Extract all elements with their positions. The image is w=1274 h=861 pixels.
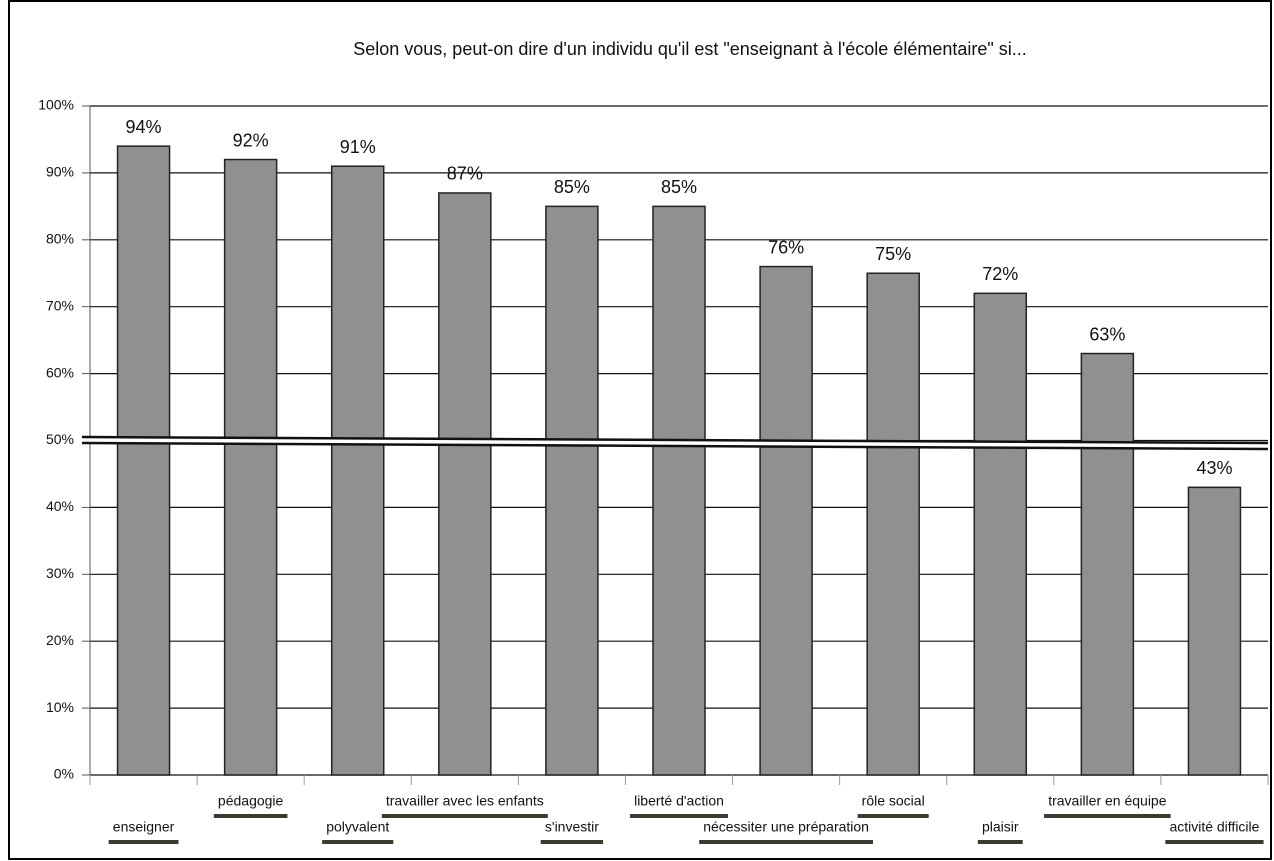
- label-underline: [322, 840, 394, 844]
- value-label: 72%: [982, 264, 1018, 284]
- value-label: 75%: [875, 244, 911, 264]
- x-tick-label: liberté d'action: [634, 793, 724, 809]
- label-underline: [540, 840, 604, 844]
- y-tick-label: 30%: [46, 565, 74, 581]
- y-tick-label: 100%: [38, 97, 74, 113]
- bar: [1187, 486, 1242, 776]
- y-tick-label: 20%: [46, 632, 74, 648]
- value-label: 92%: [233, 130, 269, 150]
- bar: [330, 165, 385, 776]
- x-tick-label: travailler avec les enfants: [386, 793, 544, 809]
- label-underline: [213, 814, 288, 818]
- bar: [652, 205, 706, 776]
- label-underline: [1044, 814, 1171, 818]
- value-label: 43%: [1196, 458, 1232, 478]
- value-label: 87%: [447, 164, 483, 184]
- bar: [866, 272, 920, 776]
- y-tick-label: 0%: [54, 766, 74, 782]
- x-tick-label: activité difficile: [1169, 819, 1259, 835]
- x-tick-label: travailler en équipe: [1048, 793, 1167, 809]
- chart-title: Selon vous, peut-on dire d'un individu q…: [353, 39, 1027, 59]
- value-label: 85%: [661, 177, 697, 197]
- bar: [759, 265, 813, 776]
- value-label: 94%: [126, 117, 162, 137]
- y-tick-label: 50%: [46, 431, 74, 447]
- x-tick-label: polyvalent: [326, 819, 389, 835]
- value-label: 91%: [340, 137, 376, 157]
- value-label: 85%: [554, 177, 590, 197]
- y-tick-label: 70%: [46, 297, 74, 313]
- axis-break-line: [81, 435, 1269, 445]
- y-tick-label: 60%: [46, 364, 74, 380]
- label-underline: [381, 814, 548, 818]
- y-tick-label: 80%: [46, 231, 74, 247]
- y-tick-label: 40%: [46, 498, 74, 514]
- bar: [438, 192, 492, 776]
- label-underline: [857, 814, 929, 818]
- x-tick-label: enseigner: [113, 819, 175, 835]
- axis-break: [81, 435, 1269, 451]
- x-tick-label: plaisir: [982, 819, 1019, 835]
- bar: [223, 158, 278, 776]
- y-tick-label: 90%: [46, 164, 74, 180]
- label-underline: [630, 814, 728, 818]
- plot: 0% 10% 20% 30% 40% 50% 60% 70% 80% 90% 100% 94% ense…: [38, 97, 1269, 844]
- x-tick-label: nécessiter une préparation: [703, 819, 869, 835]
- chart-frame: [8, 0, 1272, 860]
- bar: [116, 145, 171, 776]
- label-underline: [977, 840, 1023, 844]
- bar: [545, 205, 599, 776]
- bar: [1080, 352, 1135, 776]
- label-underline: [108, 840, 179, 844]
- x-tick-label: rôle social: [862, 793, 925, 809]
- x-tick-label: pédagogie: [218, 793, 284, 809]
- value-label: 63%: [1089, 324, 1125, 344]
- value-label: 76%: [768, 237, 804, 257]
- axis-break-line: [81, 441, 1269, 451]
- y-tick-label: 10%: [46, 699, 74, 715]
- bar: [973, 292, 1028, 776]
- x-tick-label: s'investir: [545, 819, 599, 835]
- label-underline: [1165, 840, 1264, 844]
- label-underline: [699, 840, 873, 844]
